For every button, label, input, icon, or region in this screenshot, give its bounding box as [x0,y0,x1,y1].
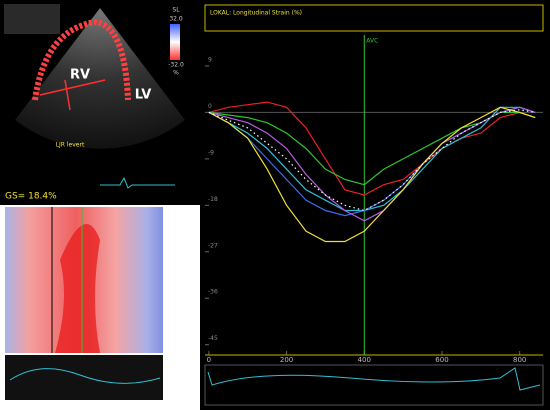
y-tick-label: -18 [208,196,218,203]
echo-sector [15,8,185,149]
series-line [208,106,536,212]
x-tick-label: 400 [358,356,371,364]
y-tick-label: 9 [208,56,212,63]
ecg-box [204,364,544,406]
x-tick-label: 200 [280,356,293,364]
series-line [208,106,536,222]
rv-label: RV [70,68,90,83]
caption: LJR levert [56,142,85,149]
annotation-label: AVC [366,38,378,45]
scale-title: SL [172,7,180,14]
gs-label: GS= 18.4% [5,192,57,202]
y-tick-label: -9 [208,149,214,156]
x-tick-label: 600 [435,356,448,364]
y-tick-label: -27 [208,242,218,249]
chart-title: LOKAL: Longitudinal Strain (%) [210,10,302,17]
mmode-strip [5,355,163,400]
y-tick-label: -36 [208,289,218,296]
x-tick-label: 0 [207,356,211,364]
y-tick-label: 0 [208,103,212,110]
mmode-trace [9,368,161,384]
lv-label: LV [135,88,152,103]
echo-ecg [100,176,175,189]
strain-map-region [55,224,100,353]
roi-outline [32,18,131,101]
y-tick-label: -45 [208,335,218,342]
x-tick-label: 800 [513,356,526,364]
scale-max: 32.0 [169,16,183,23]
header-box [204,4,544,32]
ecg-trace [207,367,541,391]
series-line [208,101,536,196]
scale-unit: % [173,70,179,77]
color-bar [170,24,180,60]
series-line [208,106,536,243]
scale-min: -32.0 [168,62,184,69]
roi-lines [39,79,106,111]
thumbnail [4,4,60,34]
